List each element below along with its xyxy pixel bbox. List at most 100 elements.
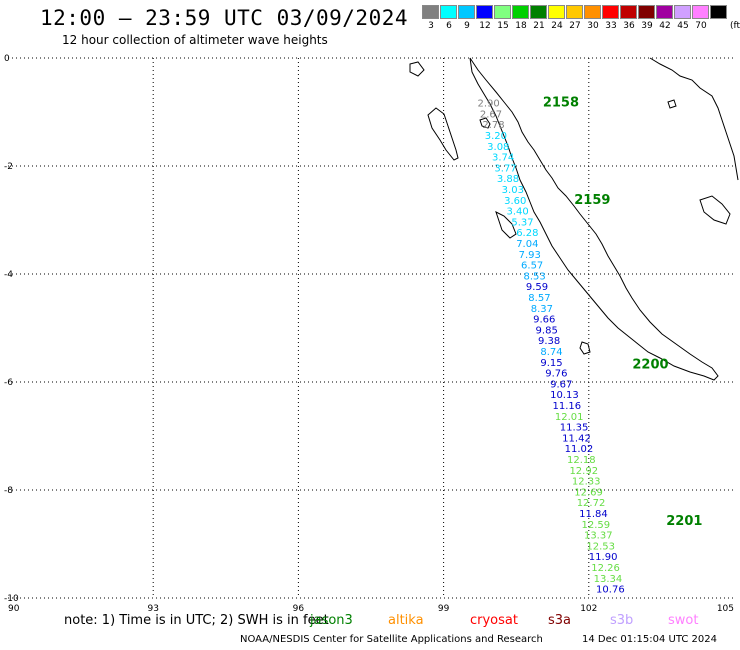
scale-label: 15: [497, 21, 509, 31]
satellite-swot: swot: [668, 613, 699, 628]
wave-height-value: 3.03: [502, 185, 524, 196]
pass-time-label: 2158: [543, 96, 579, 111]
scale-label: 36: [623, 21, 635, 31]
malaysia-coast: [649, 57, 739, 181]
pagai-island: [495, 211, 517, 239]
wave-height-value: 2.67: [480, 109, 502, 120]
latitude-tick-label: -6: [4, 378, 13, 388]
wave-height-value: 3.20: [485, 131, 507, 142]
wave-height-value: 3.74: [492, 153, 514, 164]
wave-height-labels: 2.902.672.783.203.083.743.773.883.033.60…: [477, 99, 624, 596]
wave-height-value: 7.93: [519, 250, 541, 261]
small-islet-a: [667, 99, 677, 109]
footer-timestamp: 14 Dec 01:15:04 UTC 2024: [582, 634, 717, 645]
wave-height-value: 12.72: [577, 498, 606, 509]
wave-height-value: 11.35: [560, 423, 589, 434]
scale-label: 45: [677, 21, 689, 31]
chart-title: 12:00 – 23:59 UTC 03/09/2024: [40, 6, 409, 30]
scale-swatch: [620, 5, 637, 19]
wave-height-value: 7.04: [516, 239, 538, 250]
latitude-tick-label: -4: [4, 270, 13, 280]
simeulue-island: [409, 61, 425, 77]
chart-subtitle: 12 hour collection of altimeter wave hei…: [62, 33, 328, 47]
longitude-tick-label: 105: [717, 604, 734, 614]
sumatra-coast: [469, 57, 719, 381]
wave-height-value: 8.53: [523, 271, 545, 282]
wave-height-value: 3.60: [504, 196, 526, 207]
wave-height-value: 12.01: [555, 412, 584, 423]
wave-height-value: 12.92: [569, 466, 598, 477]
wave-height-value: 12.33: [572, 477, 601, 488]
scale-unit: (ft): [730, 21, 740, 31]
pass-time-label: 2159: [574, 193, 610, 208]
wave-height-value: 12.69: [574, 487, 603, 498]
satellite-jason3: jason3: [310, 613, 353, 628]
pass-time-label: 2201: [666, 514, 702, 529]
wave-height-value: 12.26: [591, 563, 620, 574]
scale-swatch: [512, 5, 529, 19]
note-prefix: note: 1) Time is in UTC; 2) SWH is in fe…: [64, 613, 329, 628]
scale-label: 42: [659, 21, 671, 31]
wave-height-value: 12.18: [567, 455, 596, 466]
wave-height-value: 11.42: [562, 433, 591, 444]
scale-swatch: [530, 5, 547, 19]
scale-swatch: [638, 5, 655, 19]
scale-swatch: [602, 5, 619, 19]
scale-label: 33: [605, 21, 617, 31]
scale-swatch: [440, 5, 457, 19]
longitude-tick-label: 96: [293, 604, 305, 614]
wave-height-value: 11.16: [553, 401, 582, 412]
scale-label: 12: [479, 21, 491, 31]
scale-label: 39: [641, 21, 653, 31]
pass-time-labels: 2158 2159 2200 2201: [543, 96, 703, 529]
wave-height-value: 11.90: [589, 552, 618, 563]
scale-label: 30: [587, 21, 599, 31]
wave-height-value: 12.59: [582, 520, 611, 531]
wave-height-value: 9.85: [536, 325, 558, 336]
scale-swatch: [548, 5, 565, 19]
wave-height-value: 13.37: [584, 531, 613, 542]
wave-height-value: 2.90: [477, 99, 499, 110]
wave-height-value: 11.02: [565, 444, 594, 455]
satellite-cryosat: cryosat: [470, 613, 518, 628]
wave-height-value: 8.74: [540, 347, 562, 358]
wave-height-value: 8.57: [528, 293, 550, 304]
wave-height-value: 12.53: [586, 541, 615, 552]
wave-height-value: 3.08: [487, 142, 509, 153]
scale-swatch: [458, 5, 475, 19]
wave-height-value: 3.40: [507, 207, 529, 218]
latitude-tick-label: 0: [4, 54, 10, 64]
coastline: [409, 57, 739, 381]
footer-organization: NOAA/NESDIS Center for Satellite Applica…: [240, 634, 543, 645]
map-gridlines: [8, 57, 734, 599]
axis-labels: 90 93 96 99 102 105 0 -2 -4 -6 -8 -10: [4, 54, 734, 614]
satellite-altika: altika: [388, 613, 424, 628]
scale-label: 27: [569, 21, 581, 31]
longitude-tick-label: 102: [580, 604, 597, 614]
satellite-legend: jason3 altika cryosat s3a s3b swot: [0, 613, 740, 631]
latitude-tick-label: -2: [4, 162, 13, 172]
wave-height-value: 9.76: [545, 369, 567, 380]
longitude-tick-label: 90: [8, 604, 20, 614]
siberut-island: [427, 107, 459, 161]
scale-label: 24: [551, 21, 563, 31]
latitude-tick-label: -8: [4, 486, 13, 496]
scale-label: 70: [695, 21, 707, 31]
scale-label: 6: [446, 21, 452, 31]
nias-island: [479, 117, 491, 129]
scale-label: 18: [515, 21, 527, 31]
satellite-s3b: s3b: [610, 613, 634, 628]
scale-swatch: [674, 5, 691, 19]
scale-swatch: [584, 5, 601, 19]
wave-height-value: 9.66: [533, 315, 555, 326]
scale-label: 3: [428, 21, 434, 31]
scale-swatch: [710, 5, 727, 19]
wave-height-value: 10.76: [596, 585, 625, 596]
scale-swatch: [494, 5, 511, 19]
scale-swatch: [566, 5, 583, 19]
enggano-island: [579, 341, 591, 355]
scale-swatch: [692, 5, 709, 19]
wave-height-value: 13.34: [594, 574, 623, 585]
